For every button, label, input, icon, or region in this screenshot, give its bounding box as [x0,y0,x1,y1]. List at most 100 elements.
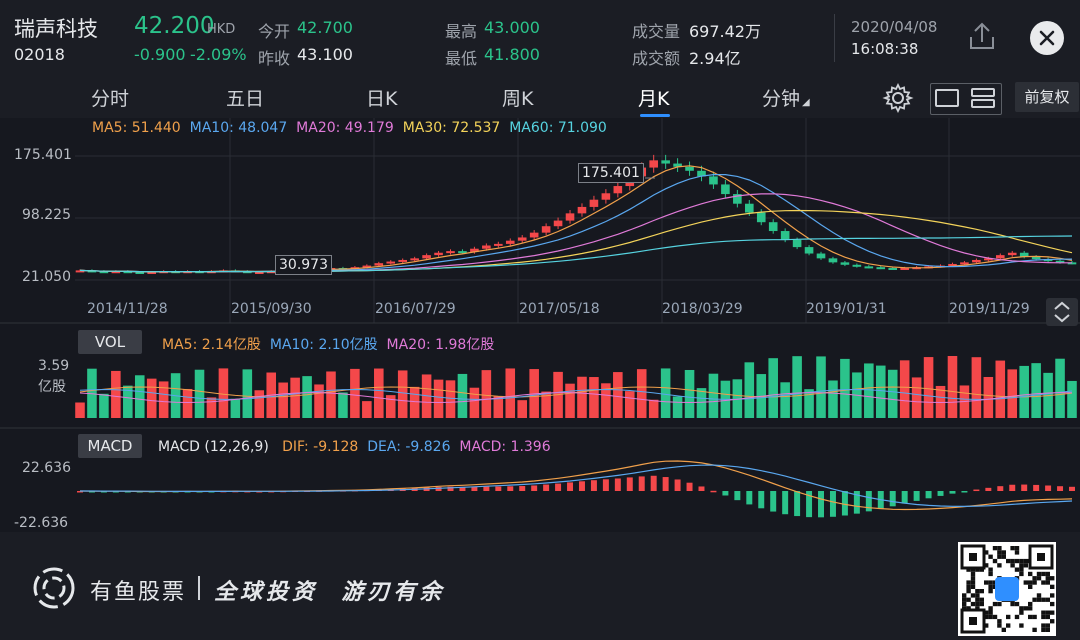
tab-weekly-k[interactable]: 周K [502,88,534,110]
volume-bar [541,391,551,418]
volume-bar [935,385,946,418]
volume-bar [385,395,396,418]
volume-bar [194,369,205,418]
volume-bar [218,368,229,418]
fish-logo-icon [32,566,76,610]
candle-body [661,160,670,164]
qr-module [997,623,1002,628]
macd-bar [794,491,801,517]
qr-module [1041,623,1046,628]
legend-vol-ma5: MA5: 2.14亿股 [162,337,261,353]
volume-bar [1007,369,1018,418]
x-tick: 2017/05/18 [519,301,600,317]
qr-module [984,580,989,585]
quote-date: 2020/04/08 [851,18,938,36]
qr-module [962,606,967,611]
volume-bar [636,369,647,418]
qr-module [997,546,1002,551]
tab-timeshare[interactable]: 分时 [91,88,130,110]
volume-bar [613,372,623,418]
macd-bar [650,475,657,491]
qr-module [970,601,976,607]
qr-module [1041,627,1046,632]
x-tick: 2015/09/30 [231,301,312,317]
share-icon[interactable] [966,20,998,52]
macd-bar [746,491,753,505]
candle-body [386,261,396,264]
x-tick: 2016/07/29 [375,301,456,317]
qr-module [1036,597,1042,602]
legend-macd-value: MACD: 1.396 [459,439,551,455]
macd-indicator-button[interactable]: MACD [78,434,142,458]
split-panel-icon[interactable] [971,88,995,97]
volume-ma-line [79,388,1073,400]
qr-module [1014,558,1020,564]
candle-body [111,271,121,274]
active-tab-indicator [640,114,670,117]
x-tick: 2014/11/28 [87,301,168,317]
adjust-price-button[interactable]: 前复权 [1015,82,1079,112]
volume-bar [995,360,1006,418]
volume-bar [517,400,527,418]
macd-bar [829,491,836,517]
stock-code: 02018 [14,45,65,64]
qr-module [1010,558,1015,564]
candle-body [840,262,850,265]
close-icon[interactable] [1030,21,1064,55]
volume-bar [947,356,958,418]
gear-icon[interactable] [882,82,914,114]
qr-module [1010,601,1015,607]
qr-module [997,563,1002,568]
y-tick-top: 175.401 [14,147,72,163]
legend-macd-params: MACD (12,26,9) [158,439,269,455]
qr-module [1028,571,1033,577]
candle-body [888,267,898,270]
candle-body [1043,259,1053,262]
candle-body [135,272,145,275]
macd-bar [459,486,466,491]
macd-bar [435,486,442,491]
candle-body [995,255,1005,259]
macd-legend: MACD (12,26,9) DIF: -9.128 DEA: -9.826 M… [158,439,551,455]
volume-bar [732,379,743,418]
macd-bar [578,481,585,491]
candle-body [494,243,503,246]
volume-bar [278,382,288,418]
turnover-label: 成交额 [632,49,681,68]
qr-module [1036,593,1042,598]
tab-five-day[interactable]: 五日 [226,88,265,110]
high-value: 43.000 [484,18,540,37]
qr-module [1032,614,1037,620]
dea-line [80,464,1073,508]
candle-body [458,251,467,254]
qr-module [992,614,998,620]
qr-module [1019,567,1024,572]
qr-module [979,567,984,572]
volume-bar [780,382,790,418]
currency: HKD [207,22,236,37]
vol-indicator-button[interactable]: VOL [78,330,142,354]
ma-line-5 [79,165,1073,273]
macd-bar [949,491,956,494]
volume-bar [875,365,886,418]
chevron-updown-icon[interactable] [1046,298,1078,326]
qr-module [988,567,993,572]
macd-bar [758,491,765,509]
legend-vol-ma20: MA20: 1.98亿股 [386,337,495,353]
tab-daily-k[interactable]: 日K [366,88,398,110]
qr-module [1045,627,1050,632]
volume-bar [660,368,671,418]
qr-finder-center [969,553,977,561]
qr-module [1023,563,1028,568]
macd-bar [901,491,908,504]
volume-bar [350,368,360,418]
volume-bar [648,399,659,418]
tab-minute[interactable]: 分钟 ◢ [762,84,810,111]
single-panel-icon[interactable] [935,89,959,107]
candle-body [577,206,587,214]
macd-bar [853,491,860,514]
volume-bar [469,387,480,418]
macd-bar [889,491,896,507]
tab-monthly-k[interactable]: 月K [638,88,670,110]
qr-module [1036,576,1042,581]
